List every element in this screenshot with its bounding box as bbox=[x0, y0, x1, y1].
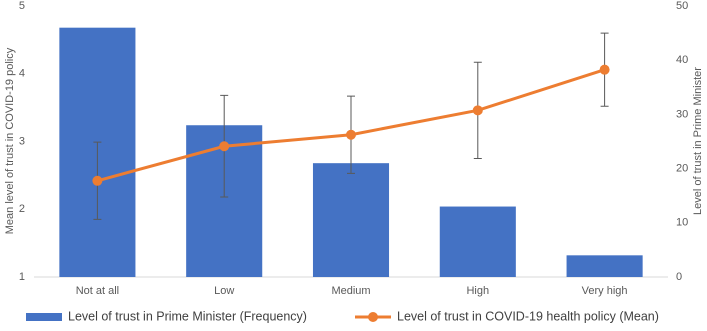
y2-tick-label: 30 bbox=[676, 108, 688, 120]
bar bbox=[312, 163, 390, 277]
bar bbox=[439, 206, 516, 277]
x-tick-label: Low bbox=[214, 285, 234, 297]
y2-tick-label: 10 bbox=[676, 217, 688, 229]
y-tick-label: 2 bbox=[19, 203, 25, 215]
y2-tick-label: 40 bbox=[676, 54, 688, 66]
legend-swatch bbox=[26, 313, 62, 321]
x-tick-label: High bbox=[466, 285, 489, 297]
legend-label: Level of trust in Prime Minister (Freque… bbox=[68, 309, 307, 323]
y-tick-label: 4 bbox=[19, 68, 25, 80]
y-tick-label: 5 bbox=[19, 0, 25, 12]
x-tick-label: Medium bbox=[331, 285, 370, 297]
legend-label: Level of trust in COVID-19 health policy… bbox=[397, 309, 659, 323]
y2-axis-label: Level of trust in Prime Minister bbox=[692, 67, 704, 215]
legend-swatch bbox=[368, 312, 378, 322]
y-tick-label: 1 bbox=[19, 271, 25, 283]
line-marker bbox=[92, 175, 103, 186]
y2-tick-label: 50 bbox=[676, 0, 688, 12]
bar bbox=[566, 255, 643, 277]
x-tick-label: Very high bbox=[582, 285, 628, 297]
y-axis-label: Mean level of trust in COVID-19 policy bbox=[4, 47, 16, 234]
line-marker bbox=[472, 105, 483, 116]
line-marker bbox=[346, 129, 356, 140]
line-marker bbox=[219, 141, 230, 152]
y2-tick-label: 20 bbox=[676, 163, 688, 175]
line-marker bbox=[599, 64, 610, 75]
x-tick-label: Not at all bbox=[76, 285, 119, 297]
y-tick-label: 3 bbox=[19, 135, 25, 147]
y2-tick-label: 0 bbox=[676, 271, 682, 283]
